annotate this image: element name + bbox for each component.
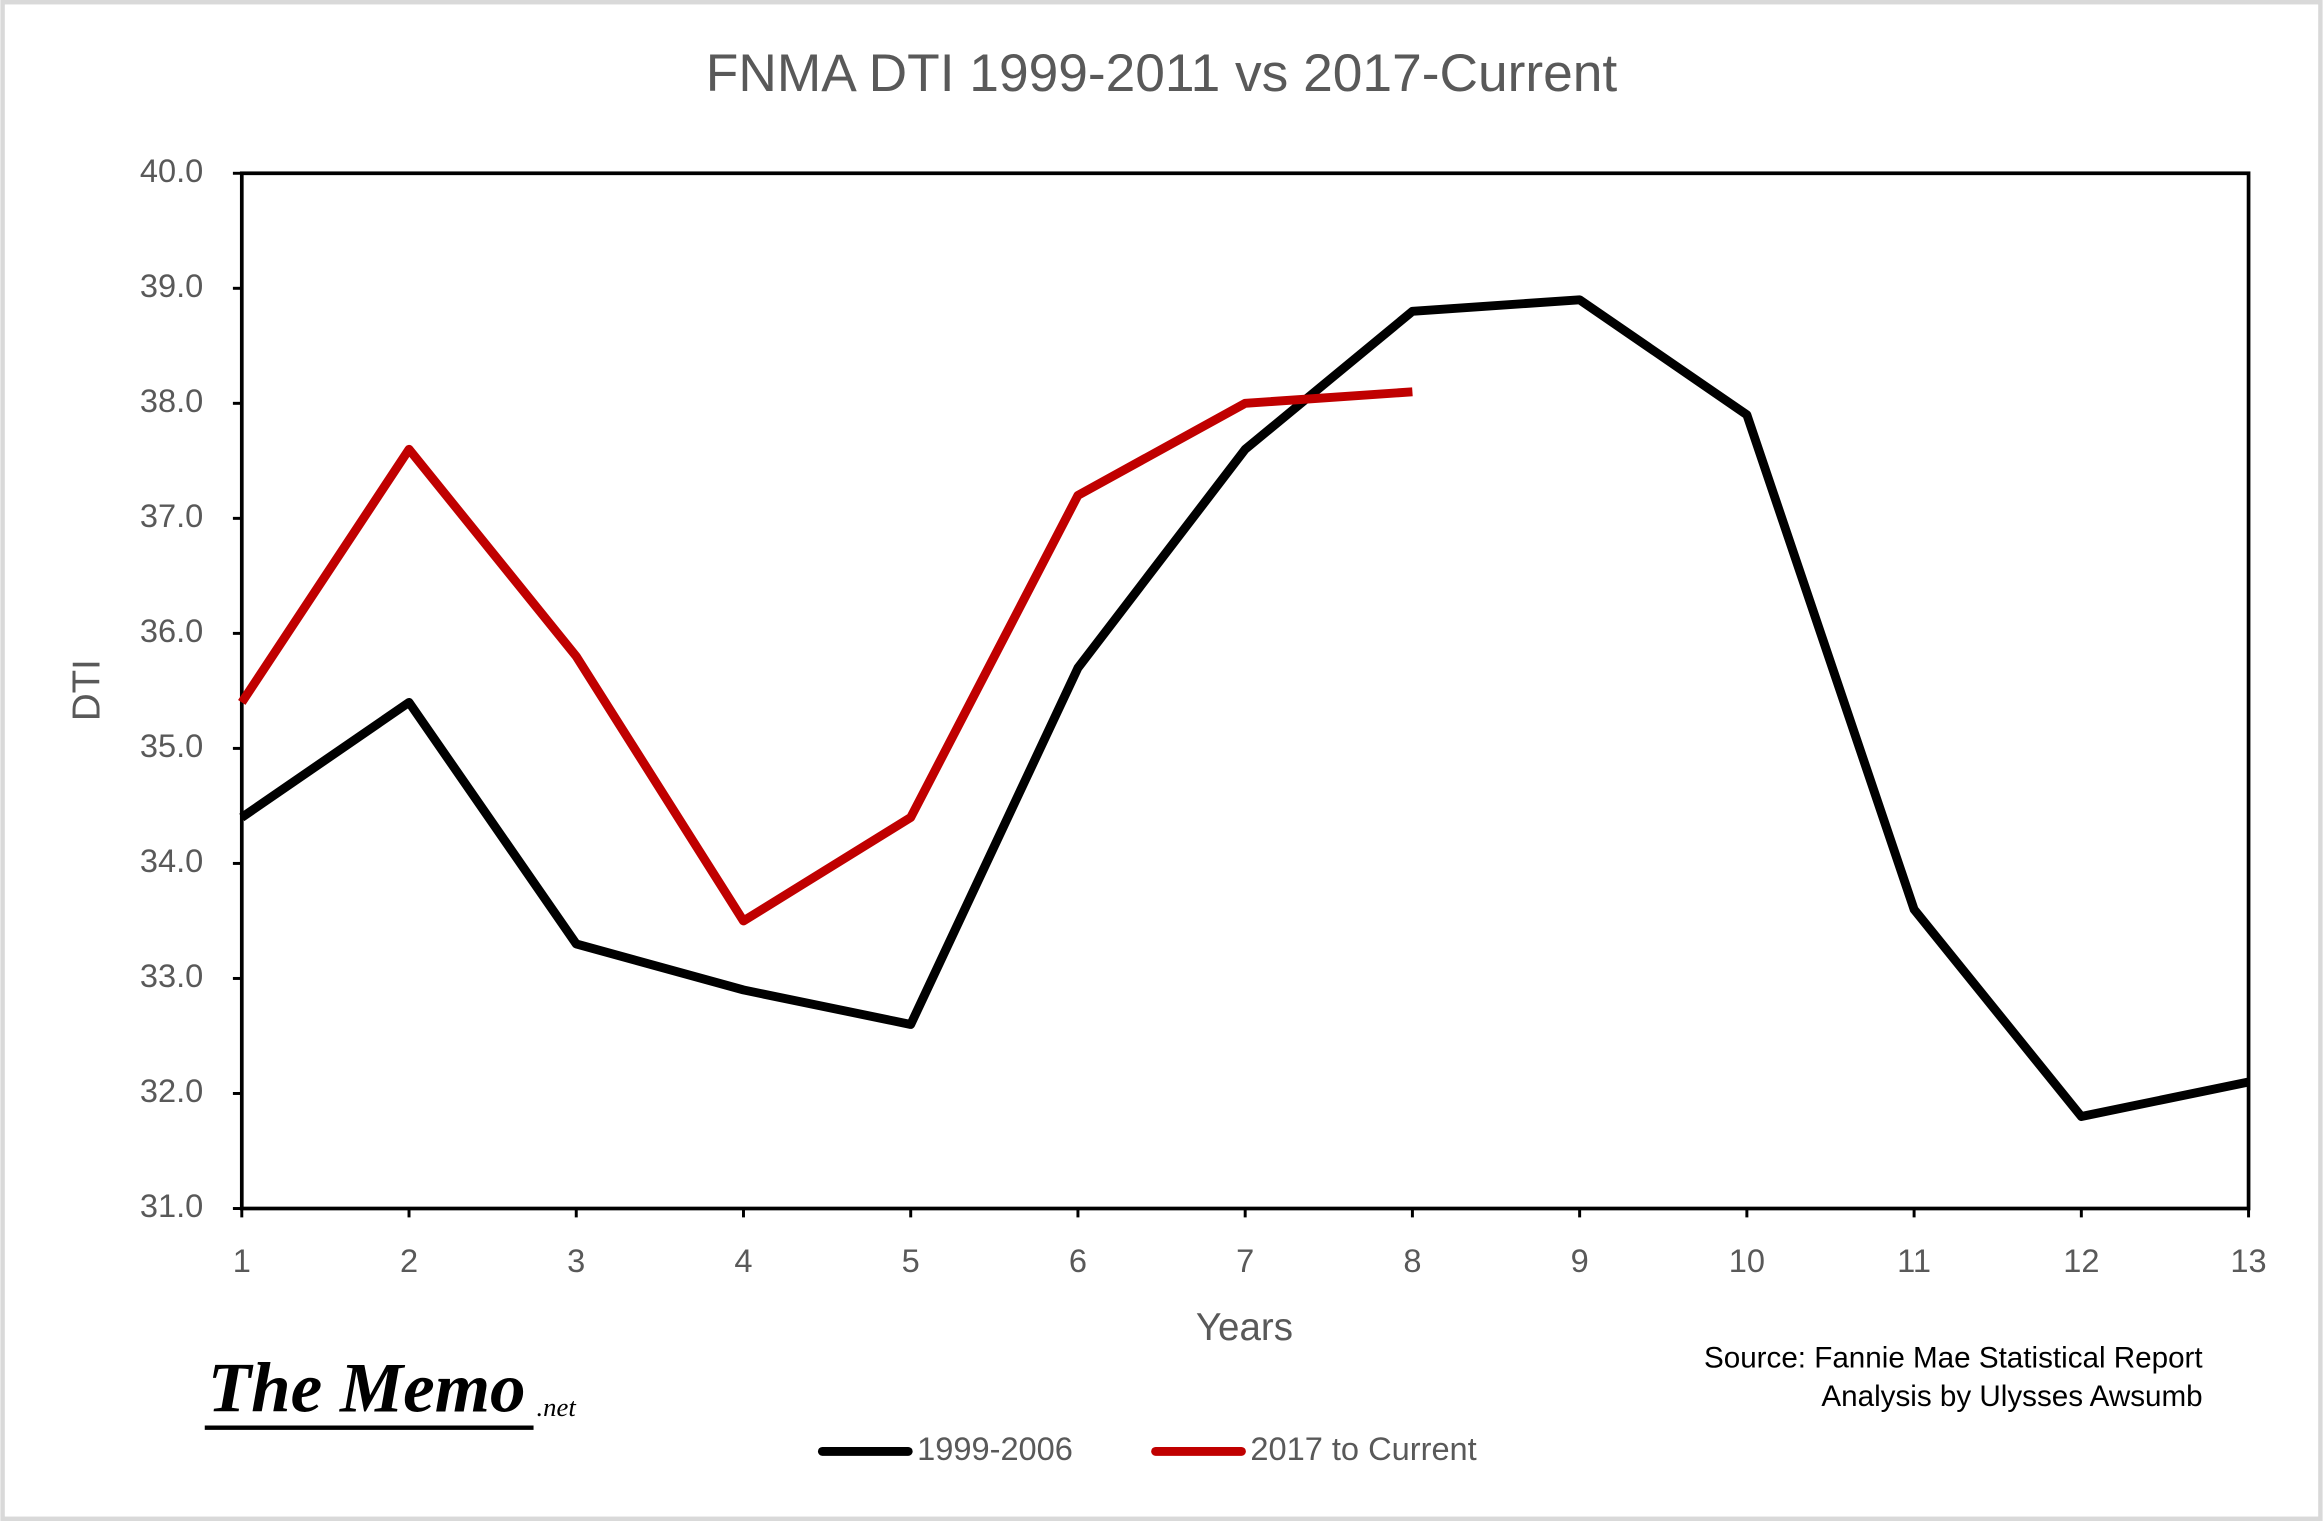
chart-title: FNMA DTI 1999-2011 vs 2017-Current (706, 44, 1618, 103)
x-axis-label: Years (1196, 1306, 1293, 1349)
logo: The Memo (208, 1349, 526, 1427)
plot-area (239, 171, 2251, 1211)
x-tick-label: 4 (734, 1243, 752, 1279)
annotation: Source: Fannie Mae Statistical Report (1704, 1341, 2203, 1374)
y-tick-label: 35.0 (140, 728, 203, 764)
x-tick-label: 9 (1571, 1243, 1589, 1279)
x-tick-label: 2 (400, 1243, 418, 1279)
y-tick-label: 36.0 (140, 613, 203, 649)
logo-suffix: .net (537, 1392, 577, 1422)
x-tick-label: 13 (2230, 1243, 2266, 1279)
x-tick-label: 6 (1069, 1243, 1087, 1279)
x-tick-label: 10 (1729, 1243, 1765, 1279)
y-tick-label: 32.0 (140, 1073, 203, 1109)
series-line (239, 295, 2250, 1121)
x-tick-label: 11 (1897, 1243, 1931, 1279)
y-tick-label: 34.0 (140, 843, 203, 879)
x-tick-label: 12 (2063, 1243, 2099, 1279)
x-tick-label: 8 (1403, 1243, 1421, 1279)
y-tick-label: 37.0 (140, 498, 203, 534)
y-tick-label: 40.0 (140, 153, 203, 189)
x-tick-label: 1 (233, 1243, 251, 1279)
x-tick-label: 7 (1236, 1243, 1254, 1279)
y-axis-label: DTI (65, 659, 108, 721)
x-tick-label: 3 (567, 1243, 585, 1279)
y-tick-label: 39.0 (140, 268, 203, 304)
annotation: Analysis by Ulysses Awsumb (1821, 1380, 2202, 1413)
series-line (238, 387, 1413, 926)
y-tick-label: 33.0 (140, 958, 203, 994)
y-tick-label: 38.0 (140, 383, 203, 419)
x-tick-label: 5 (902, 1243, 920, 1279)
legend-label: 1999-2006 (917, 1431, 1073, 1467)
y-tick-label: 31.0 (140, 1188, 203, 1224)
legend-label: 2017 to Current (1250, 1431, 1476, 1467)
